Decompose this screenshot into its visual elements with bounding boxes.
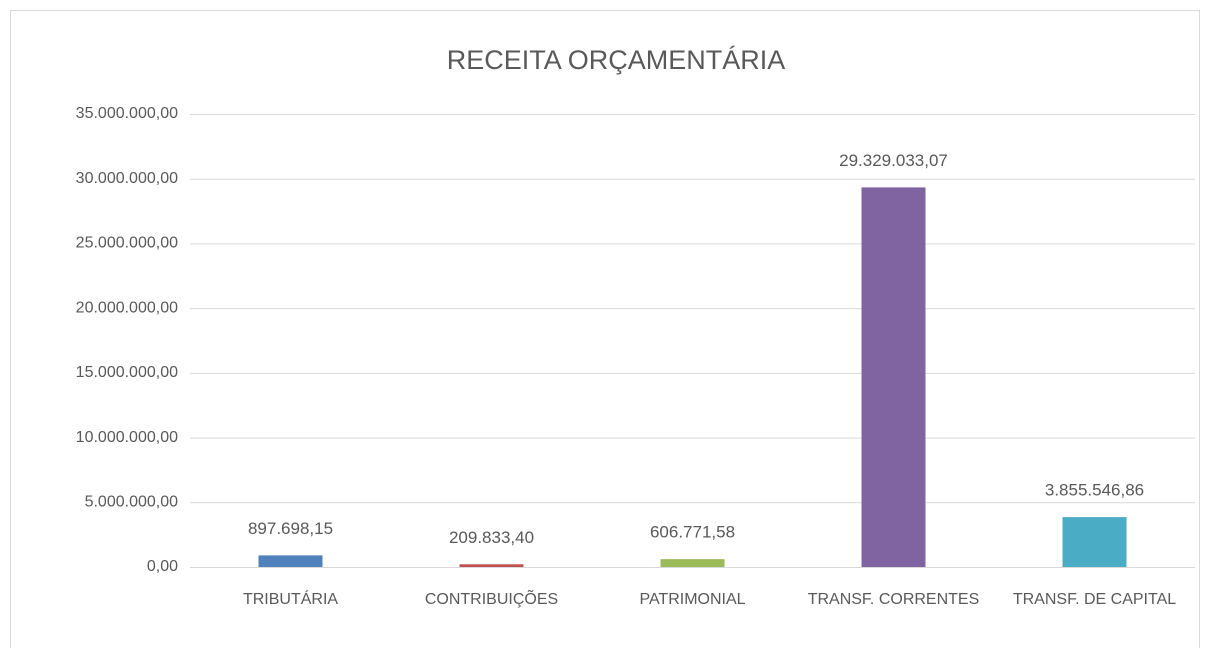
y-tick-label: 0,00 (147, 558, 178, 575)
bar (1062, 517, 1127, 567)
x-tick-label: TRIBUTÁRIA (243, 589, 338, 608)
data-label: 209.833,40 (449, 528, 534, 547)
data-label: 897.698,15 (248, 519, 333, 538)
x-tick-label: TRANSF. DE CAPITAL (1013, 591, 1176, 608)
chart-frame (10, 10, 1200, 648)
data-label: 3.855.546,86 (1045, 481, 1144, 500)
y-tick-label: 20.000.000,00 (76, 299, 178, 316)
data-label: 29.329.033,07 (839, 151, 948, 170)
y-tick-label: 15.000.000,00 (76, 364, 178, 381)
x-tick-label: TRANSF. CORRENTES (808, 591, 980, 608)
bar (258, 555, 323, 567)
bar (459, 564, 524, 567)
y-tick-label: 35.000.000,00 (76, 105, 178, 122)
y-tick-label: 5.000.000,00 (85, 494, 179, 511)
bar (660, 559, 725, 567)
data-label: 606.771,58 (650, 523, 735, 542)
x-tick-label: CONTRIBUIÇÕES (425, 588, 558, 608)
y-tick-label: 30.000.000,00 (76, 170, 178, 187)
bar (861, 187, 926, 568)
chart-title: RECEITA ORÇAMENTÁRIA (447, 45, 786, 75)
y-tick-label: 25.000.000,00 (76, 235, 178, 252)
y-tick-label: 10.000.000,00 (76, 429, 178, 446)
x-tick-label: PATRIMONIAL (639, 591, 745, 608)
